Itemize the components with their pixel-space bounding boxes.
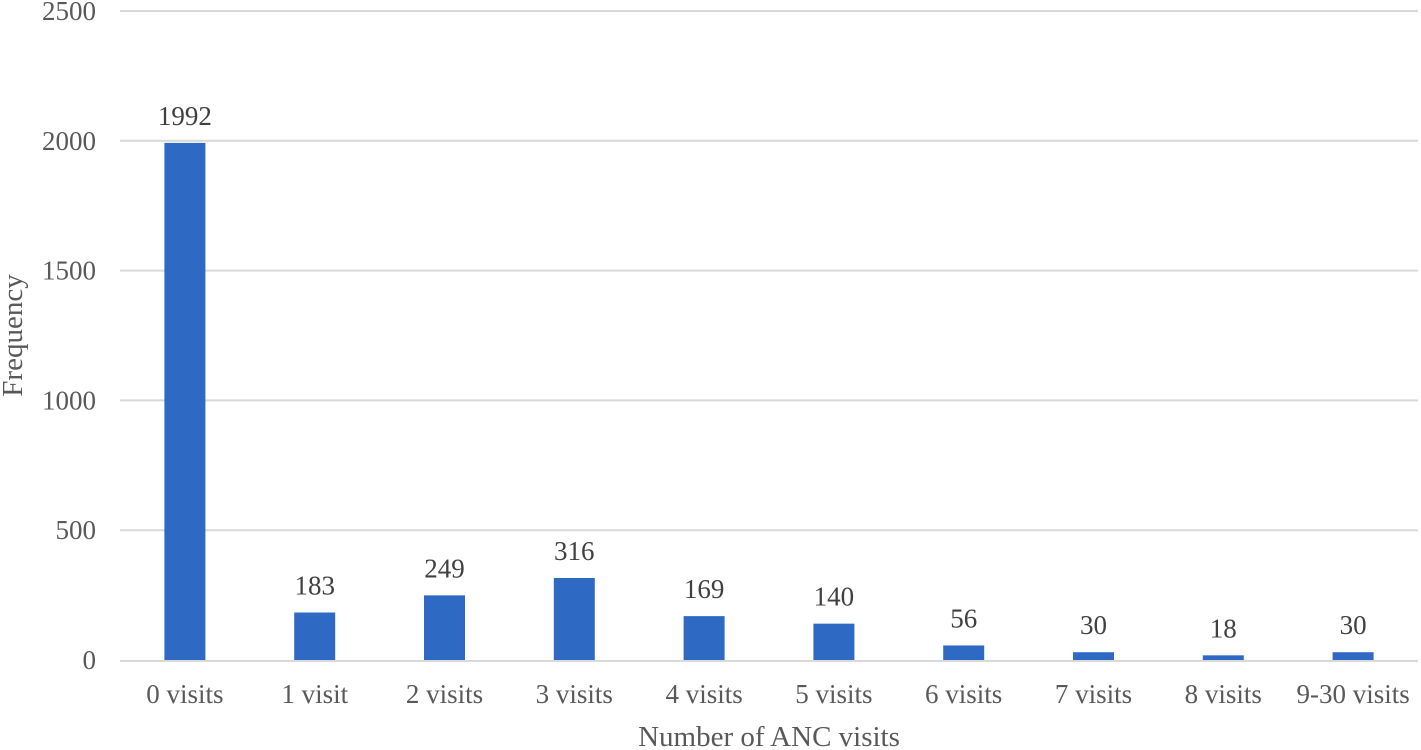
y-tick-label: 1500 xyxy=(42,256,96,286)
data-label: 249 xyxy=(424,553,465,583)
bar xyxy=(424,595,465,660)
bar xyxy=(943,645,985,660)
y-tick-label: 500 xyxy=(56,515,97,545)
bar xyxy=(553,577,595,660)
data-label: 18 xyxy=(1210,613,1237,643)
x-tick-label: 8 visits xyxy=(1185,679,1262,709)
y-tick-label: 0 xyxy=(83,645,97,675)
gridlines xyxy=(120,10,1418,532)
bar xyxy=(1202,655,1244,660)
bar xyxy=(683,616,725,660)
data-label: 1992 xyxy=(158,101,212,131)
data-labels: 1992 183 249 316 169 140 56 30 18 30 xyxy=(158,101,1367,643)
y-tick-labels: 0 500 1000 1500 2000 2500 xyxy=(42,0,96,675)
x-axis-title: Number of ANC visits xyxy=(638,721,900,750)
x-tick-label: 1 visit xyxy=(281,679,348,709)
x-tick-label: 5 visits xyxy=(795,679,872,709)
y-tick-label: 2000 xyxy=(42,126,96,156)
bar xyxy=(294,612,336,660)
x-tick-label: 7 visits xyxy=(1055,679,1132,709)
x-tick-label: 6 visits xyxy=(925,679,1002,709)
data-label: 169 xyxy=(684,574,725,604)
x-tick-label: 0 visits xyxy=(146,679,223,709)
y-axis-title: Frequency xyxy=(0,274,29,397)
x-tick-label: 2 visits xyxy=(406,679,483,709)
x-tick-label: 9-30 visits xyxy=(1296,679,1409,709)
data-label: 316 xyxy=(554,536,595,566)
bars xyxy=(164,142,1374,660)
bar xyxy=(164,142,206,660)
y-tick-label: 1000 xyxy=(42,385,96,415)
x-tick-label: 3 visits xyxy=(536,679,613,709)
data-label: 56 xyxy=(950,603,977,633)
bar xyxy=(1073,652,1114,660)
data-label: 30 xyxy=(1080,610,1107,640)
data-label: 140 xyxy=(814,582,855,612)
data-label: 183 xyxy=(294,570,335,600)
bar xyxy=(1332,652,1374,660)
x-tick-labels: 0 visits 1 visit 2 visits 3 visits 4 visits 5… xyxy=(146,679,1409,709)
bar xyxy=(813,623,855,660)
x-tick-label: 4 visits xyxy=(665,679,742,709)
y-tick-label: 2500 xyxy=(42,0,96,26)
data-label: 30 xyxy=(1340,610,1367,640)
